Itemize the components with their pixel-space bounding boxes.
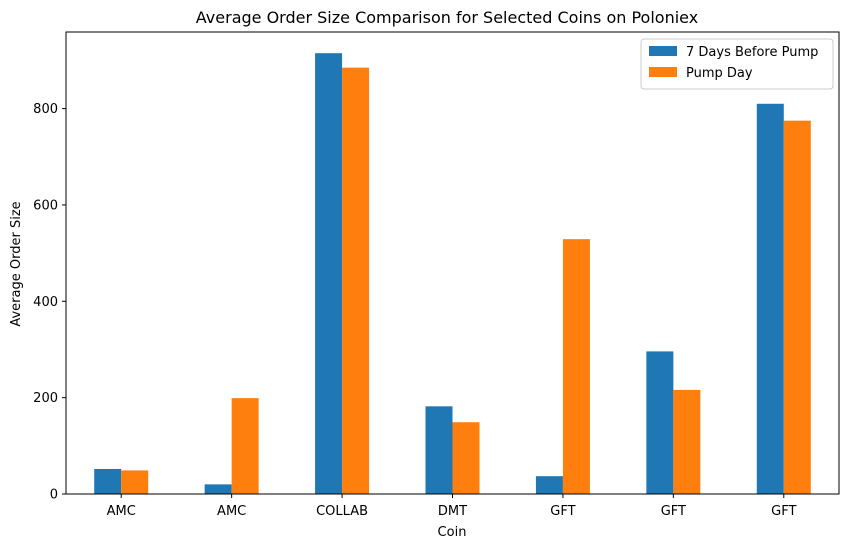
x-axis-label: Coin (438, 525, 467, 540)
bar-pump-0 (121, 470, 149, 494)
y-axis-ticks: 0 200 400 600 800 (33, 102, 66, 503)
y-tick-label: 600 (33, 198, 58, 213)
y-tick-label: 800 (33, 102, 58, 117)
legend-label-0: 7 Days Before Pump (686, 45, 818, 60)
bar-pump-5 (673, 389, 701, 494)
bar-pump-4 (562, 239, 590, 494)
y-axis-label: Average Order Size (9, 201, 24, 326)
bar-pump-6 (783, 120, 811, 494)
chart-title: Average Order Size Comparison for Select… (196, 8, 698, 27)
bar-before-1 (204, 484, 232, 494)
x-tick-label: AMC (217, 504, 246, 519)
bar-pump-3 (452, 422, 480, 494)
bar-before-5 (646, 351, 674, 494)
y-tick-label: 200 (33, 391, 58, 406)
y-tick-label: 400 (33, 295, 58, 310)
legend-label-1: Pump Day (686, 66, 753, 81)
x-tick-label: DMT (438, 504, 467, 519)
plot-area (65, 31, 840, 495)
bar-before-2 (315, 53, 343, 494)
bar-pump-1 (231, 398, 259, 494)
x-tick-label: GFT (661, 504, 686, 519)
legend: 7 Days Before Pump Pump Day (640, 38, 834, 90)
bar-before-4 (535, 476, 563, 494)
legend-swatch-0 (649, 46, 677, 56)
bar-pump-2 (342, 67, 370, 495)
bar-before-3 (425, 406, 453, 494)
x-tick-label: AMC (107, 504, 136, 519)
bar-before-6 (756, 103, 784, 495)
y-tick-label: 0 (50, 488, 58, 503)
x-tick-label: COLLAB (316, 504, 368, 519)
x-tick-label: GFT (550, 504, 575, 519)
x-tick-label: GFT (771, 504, 796, 519)
legend-box (640, 38, 834, 90)
x-axis-ticks: AMC AMC COLLAB DMT GFT GFT GFT (107, 494, 796, 519)
bar-before-0 (94, 468, 122, 494)
legend-swatch-1 (649, 67, 677, 77)
